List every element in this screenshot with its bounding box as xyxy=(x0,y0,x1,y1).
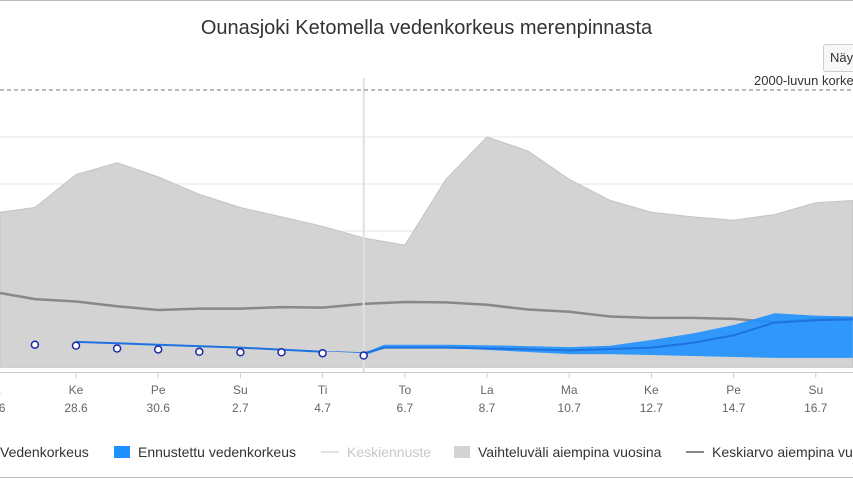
x-tick-date-label: 12.7 xyxy=(640,401,664,415)
x-tick-day-label: Ke xyxy=(644,383,659,397)
x-tick-day-label: Su xyxy=(233,383,248,397)
observed-point xyxy=(153,345,163,354)
observed-layer xyxy=(30,340,368,360)
legend-item[interactable]: Vedenkorkeus xyxy=(0,443,89,461)
legend-item[interactable]: Ennustettu vedenkorkeus xyxy=(114,443,296,461)
view-menu-button[interactable]: Näytä xyxy=(823,44,853,72)
x-tick-date-label: 28.6 xyxy=(64,401,88,415)
observed-point xyxy=(318,348,327,358)
observed-point xyxy=(277,348,286,357)
x-tick-day-label: To xyxy=(398,383,411,397)
chart-title: Ounasjoki Ketomella vedenkorkeus merenpi… xyxy=(200,17,653,39)
x-tick-date-label: 10.7 xyxy=(558,401,582,415)
x-tick-date-label: 30.6 xyxy=(147,401,171,415)
x-tick-date-label: 2.7 xyxy=(232,401,249,415)
legend-label: Vedenkorkeus xyxy=(0,444,89,460)
x-tick-day-label: La xyxy=(480,383,494,397)
x-tick-day-label: La xyxy=(0,383,1,397)
x-tick-date-label: 6.7 xyxy=(396,401,413,415)
observed-point xyxy=(30,340,40,349)
x-tick-day-label: Ke xyxy=(69,383,84,397)
x-tick-day-label: Ti xyxy=(318,383,328,397)
legend-symbol xyxy=(114,446,130,458)
forecast-band xyxy=(363,313,853,358)
x-tick-day-label: Pe xyxy=(726,383,741,397)
legend-item[interactable]: Keskiarvo aiempina vuosina xyxy=(686,443,853,461)
observed-point xyxy=(236,348,245,357)
x-tick-date-label: 24.6 xyxy=(0,401,6,415)
observed-point xyxy=(112,344,122,353)
x-tick-day-label: Su xyxy=(808,383,823,397)
legend-symbol xyxy=(686,451,704,453)
legend-label: Ennustettu vedenkorkeus xyxy=(138,444,296,460)
observed-point xyxy=(359,351,368,360)
legend-item[interactable]: Keskiennuste xyxy=(321,443,431,461)
mean-layer xyxy=(0,291,853,324)
x-tick-day-label: Ma xyxy=(561,383,578,397)
legend-symbol xyxy=(321,451,339,453)
x-tick-date-label: 16.7 xyxy=(804,401,828,415)
x-tick-date-label: 14.7 xyxy=(722,401,746,415)
reference-line-label: 2000-luvun korkein xyxy=(754,73,853,88)
reference-layer: 2000-luvun korkein xyxy=(0,73,853,91)
mean-line xyxy=(0,291,853,324)
x-tick-date-label: 8.7 xyxy=(479,401,496,415)
observed-point xyxy=(195,347,204,357)
x-tick-date-label: 4.7 xyxy=(314,401,331,415)
x-axis: La 24.6 Ke 28.6 Pe 30.6 Su 2.7 Ti 4.7 To 6.7 La 8.7 Ma… xyxy=(0,372,828,415)
legend-symbol xyxy=(454,446,470,458)
legend-item[interactable]: Vaihteluväli aiempina vuosina xyxy=(454,443,661,461)
median-forecast-line xyxy=(322,351,364,356)
observed-point xyxy=(71,341,81,350)
legend-label: Vaihteluväli aiempina vuosina xyxy=(478,444,662,460)
x-tick-day-label: Pe xyxy=(151,383,166,397)
legend-label: Keskiarvo aiempina vuosina xyxy=(712,444,853,460)
legend-label: Keskiennuste xyxy=(347,444,432,460)
